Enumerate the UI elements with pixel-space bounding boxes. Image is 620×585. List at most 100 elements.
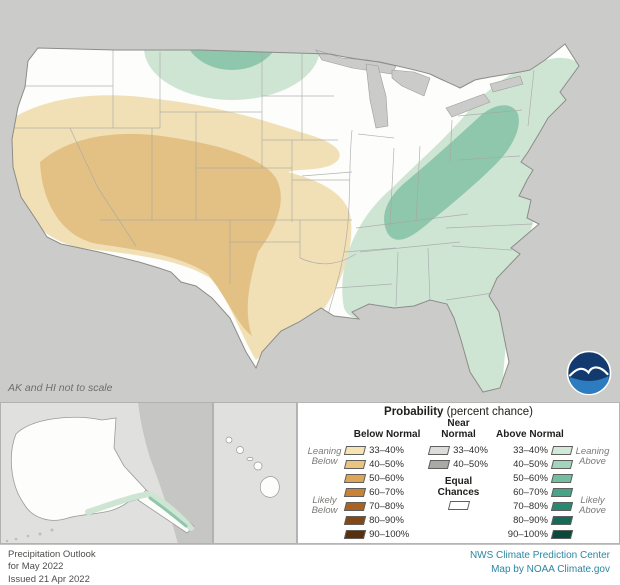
- legend-near-normal-column: Near Normal 33–40% 40–50% Equal Chances: [427, 418, 488, 541]
- legend-swatch: [550, 487, 574, 497]
- hawaii-inset-map: [213, 402, 297, 544]
- noaa-logo: [566, 350, 612, 396]
- legend-swatch: [550, 459, 574, 469]
- legend-swatch: [550, 445, 574, 455]
- legend-side-label: Leaning Above: [575, 445, 610, 467]
- legend-title-rest: (percent chance): [446, 406, 533, 418]
- legend-swatch: [343, 529, 367, 539]
- legend-range-label: 33–40%: [513, 444, 548, 456]
- legend-range-label: 40–50%: [369, 458, 404, 470]
- legend-range-label: 80–90%: [369, 514, 404, 526]
- legend-near-header: Near Normal: [441, 418, 476, 440]
- footer-attribution-left: Precipitation Outlook for May 2022 Issue…: [8, 549, 96, 585]
- legend-range-label: 80–90%: [513, 514, 548, 526]
- legend-below-side-labels: Leaning Below Likely Below: [304, 420, 345, 541]
- legend-row: 80–90%: [488, 513, 574, 527]
- us-precipitation-outlook-map: [0, 0, 620, 402]
- legend-swatch: [427, 459, 451, 469]
- legend-equal-chances-swatch-wrap: [429, 501, 488, 510]
- legend-range-label: 70–80%: [513, 500, 548, 512]
- legend-above-side-labels: Leaning Above Likely Above: [572, 420, 613, 541]
- legend-side-label: Likely Above: [579, 494, 606, 516]
- aleutian-islands: [5, 528, 54, 543]
- legend-swatch: [343, 487, 367, 497]
- legend-equal-chances-label: Equal Chances: [437, 476, 480, 498]
- legend-swatch: [343, 501, 367, 511]
- legend-range-label: 60–70%: [513, 486, 548, 498]
- legend-range-label: 50–60%: [369, 472, 404, 484]
- lake-erie: [445, 93, 491, 118]
- legend-equal-chances-swatch: [447, 501, 470, 510]
- legend-above-header: Above Normal: [496, 428, 564, 440]
- legend-range-label: 60–70%: [369, 486, 404, 498]
- legend-side-label: Leaning Below: [307, 445, 342, 467]
- legend-below-normal-column: Below Normal 33–40% 40–50% 50–60% 60–70% 70–…: [343, 420, 429, 541]
- great-lakes: [315, 49, 524, 129]
- legend-row: 33–40%: [427, 443, 488, 457]
- alaska-inset-map: [0, 402, 213, 544]
- legend-range-label: 90–100%: [369, 528, 410, 540]
- legend-row: 60–70%: [488, 485, 574, 499]
- legend-row: 80–90%: [343, 513, 429, 527]
- hawaii-inset-border: [213, 402, 297, 544]
- legend-above-rows: 33–40% 40–50% 50–60% 60–70% 70–80% 80–90% 90–1…: [488, 443, 574, 541]
- alaska-inset-border: [0, 402, 213, 544]
- legend-columns: Leaning Below Likely Below Below Normal 3…: [304, 418, 613, 541]
- legend-swatch: [427, 445, 451, 455]
- noaa-logo-sea: [569, 376, 609, 394]
- legend-swatch: [550, 515, 574, 525]
- footer-issued-date: Issued 21 Apr 2022: [8, 573, 90, 585]
- legend-range-label: 33–40%: [369, 444, 404, 456]
- legend-swatch: [343, 459, 367, 469]
- lake-michigan: [365, 63, 389, 129]
- alaska-above-normal-33-40-band: [85, 490, 194, 531]
- legend-row: 70–80%: [343, 499, 429, 513]
- legend-row: 90–100%: [488, 527, 574, 541]
- legend-swatch: [550, 501, 574, 511]
- legend-range-label: 33–40%: [453, 444, 488, 456]
- legend-title: Probability (percent chance): [304, 406, 613, 418]
- legend-row: 60–70%: [343, 485, 429, 499]
- footer-valid-period: for May 2022: [8, 561, 64, 573]
- legend-swatch: [343, 473, 367, 483]
- legend-row: 40–50%: [427, 457, 488, 471]
- lake-ontario: [489, 75, 524, 93]
- state-borders: [12, 50, 535, 317]
- legend-swatch: [550, 473, 574, 483]
- legend-swatch: [550, 529, 574, 539]
- legend-side-label: Likely Below: [311, 494, 338, 516]
- legend-row: 50–60%: [343, 471, 429, 485]
- legend-row: 70–80%: [488, 499, 574, 513]
- legend-row: 40–50%: [343, 457, 429, 471]
- lake-huron: [391, 69, 431, 97]
- footer-source-line: NWS Climate Prediction Center: [469, 550, 610, 561]
- legend-range-label: 90–100%: [507, 528, 548, 540]
- legend-above-normal-column: Above Normal 33–40% 40–50% 50–60% 60–70% 70–…: [488, 420, 574, 541]
- above-normal-east-40-50-region: [384, 105, 519, 240]
- footer-attribution-right: NWS Climate Prediction Center Map by NOA…: [470, 549, 610, 581]
- legend-row: 33–40%: [343, 443, 429, 457]
- legend-below-rows: 33–40% 40–50% 50–60% 60–70% 70–80% 80–90% 90–1…: [343, 443, 429, 541]
- noaa-logo-gull-icon: [568, 366, 609, 377]
- legend-panel: Probability (percent chance) Leaning Bel…: [297, 402, 620, 544]
- legend-range-label: 40–50%: [453, 458, 488, 470]
- legend-row: 50–60%: [488, 471, 574, 485]
- legend-below-header: Below Normal: [353, 428, 421, 440]
- footer-product-title: Precipitation Outlook: [8, 549, 96, 560]
- legend-range-label: 40–50%: [513, 458, 548, 470]
- legend-swatch: [343, 515, 367, 525]
- below-normal-40-50-region: [40, 133, 281, 336]
- conus-outline: [11, 43, 580, 393]
- legend-range-label: 70–80%: [369, 500, 404, 512]
- legend-range-label: 50–60%: [513, 472, 548, 484]
- legend-row: 90–100%: [343, 527, 429, 541]
- legend-near-rows: 33–40% 40–50%: [427, 443, 488, 471]
- canada-landmass: [138, 402, 213, 544]
- legend-row: 40–50%: [488, 457, 574, 471]
- hawaiian-islands: [225, 436, 280, 498]
- legend-swatch: [343, 445, 367, 455]
- hawaii-inset-ocean: [213, 402, 297, 544]
- alaska-above-normal-40-50-band: [148, 496, 188, 528]
- footer-bar: Precipitation Outlook for May 2022 Issue…: [0, 544, 620, 585]
